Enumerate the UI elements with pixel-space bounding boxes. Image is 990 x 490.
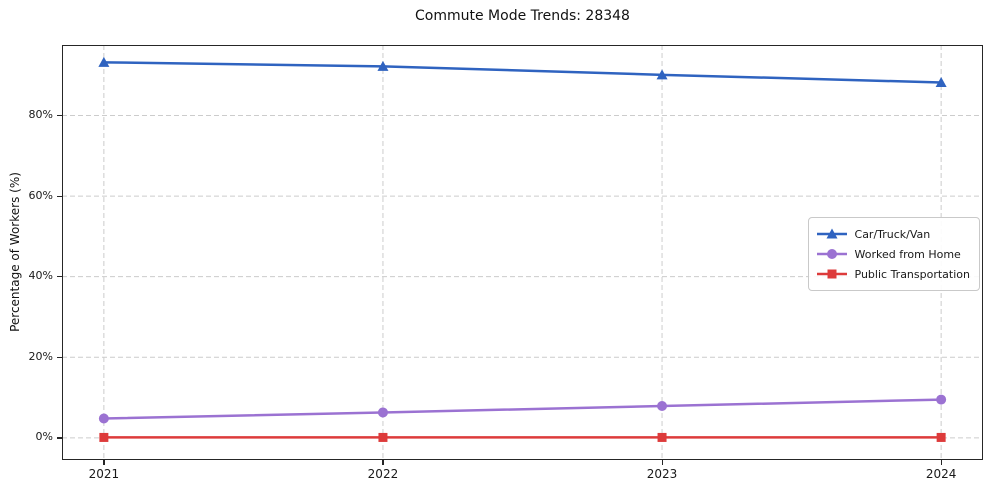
y-tick-mark — [57, 437, 62, 439]
x-tick-mark — [661, 460, 663, 465]
legend-item-worked-from-home: Worked from Home — [816, 244, 970, 264]
series-line — [102, 398, 943, 420]
legend-item-public-transportation: Public Transportation — [816, 264, 970, 284]
data-point-marker-square — [657, 432, 667, 442]
legend-label: Worked from Home — [854, 247, 961, 261]
y-tick-mark — [57, 356, 62, 358]
chart-title: Commute Mode Trends: 28348 — [415, 8, 630, 24]
legend-item-car-truck-van: Car/Truck/Van — [816, 224, 970, 244]
x-tick-label: 2024 — [925, 467, 957, 481]
plot-border — [62, 45, 983, 460]
x-tick-label: 2022 — [367, 467, 399, 481]
y-tick-label: 80% — [28, 108, 53, 121]
data-point-marker-triangle — [377, 60, 389, 71]
y-tick-label: 0% — [35, 430, 53, 444]
data-point-marker-triangle — [98, 56, 110, 67]
data-point-marker-circle — [657, 401, 668, 412]
legend-label: Public Transportation — [854, 267, 970, 281]
x-tick-mark — [940, 460, 942, 465]
series-line — [102, 61, 943, 84]
data-point-marker-triangle — [656, 69, 668, 80]
y-tick-mark — [57, 115, 62, 117]
legend: Car/Truck/Van Worked from Home Public Tr… — [807, 217, 980, 291]
legend-circle-marker-icon — [816, 247, 848, 261]
y-tick-label: 60% — [28, 188, 53, 202]
data-point-marker-square — [378, 432, 388, 442]
y-tick-mark — [57, 276, 62, 278]
plot-area: Car/Truck/Van Worked from Home Public Tr… — [62, 45, 983, 460]
data-point-marker-circle — [936, 394, 947, 405]
legend-square-marker-icon — [816, 267, 848, 281]
x-tick-mark — [103, 460, 105, 465]
x-tick-label: 2023 — [646, 467, 678, 481]
data-point-marker-triangle — [935, 76, 947, 87]
data-point-marker-square — [936, 432, 946, 442]
y-tick-label: 40% — [28, 269, 53, 283]
data-point-marker-square — [99, 432, 109, 442]
x-tick-mark — [382, 460, 384, 465]
plot-svg — [62, 45, 983, 460]
data-point-marker-circle — [98, 413, 109, 424]
x-tick-label: 2021 — [88, 467, 120, 481]
legend-label: Car/Truck/Van — [854, 227, 931, 241]
y-tick-label: 20% — [28, 349, 53, 363]
legend-triangle-marker-icon — [816, 227, 848, 241]
y-tick-mark — [57, 195, 62, 197]
data-point-marker-circle — [377, 407, 388, 418]
